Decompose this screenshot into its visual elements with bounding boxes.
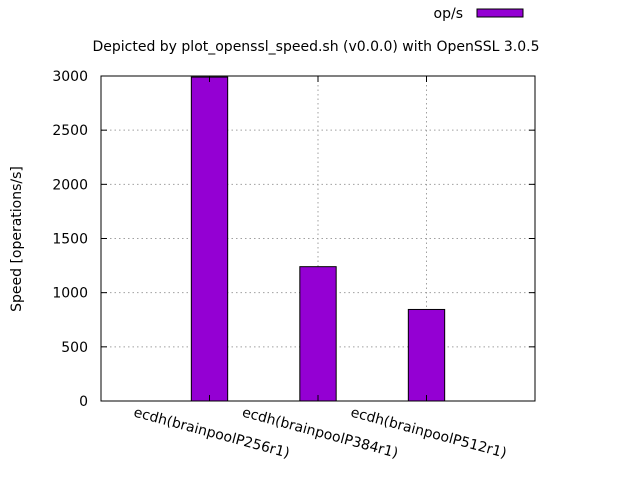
y-tick-label: 2000 bbox=[52, 177, 88, 193]
bars bbox=[190, 76, 446, 402]
legend-label-ops: op/s bbox=[434, 6, 463, 22]
y-tick-label: 2500 bbox=[52, 123, 88, 139]
chart-title: Depicted by plot_openssl_speed.sh (v0.0.… bbox=[92, 39, 539, 55]
bar bbox=[299, 266, 337, 402]
y-tick-label: 500 bbox=[61, 340, 88, 356]
bar bbox=[407, 308, 446, 402]
bar bbox=[190, 76, 229, 402]
y-tick-label: 1000 bbox=[52, 286, 88, 302]
y-tick-label: 1500 bbox=[52, 232, 88, 248]
y-axis-label: Speed [operations/s] bbox=[9, 166, 25, 312]
legend: op/s bbox=[434, 6, 524, 22]
y-tick-label: 0 bbox=[79, 394, 88, 410]
legend-swatch-ops bbox=[476, 8, 524, 18]
y-tick-labels: 0 500 1000 1500 2000 2500 3000 bbox=[52, 69, 88, 410]
y-tick-label: 3000 bbox=[52, 69, 88, 85]
ticks bbox=[101, 75, 535, 402]
x-tick-labels: ecdh(brainpoolP256r1)ecdh(brainpoolP384r… bbox=[132, 405, 508, 462]
